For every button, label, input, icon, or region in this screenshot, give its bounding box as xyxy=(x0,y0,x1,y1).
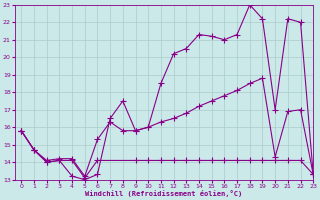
X-axis label: Windchill (Refroidissement éolien,°C): Windchill (Refroidissement éolien,°C) xyxy=(85,190,243,197)
